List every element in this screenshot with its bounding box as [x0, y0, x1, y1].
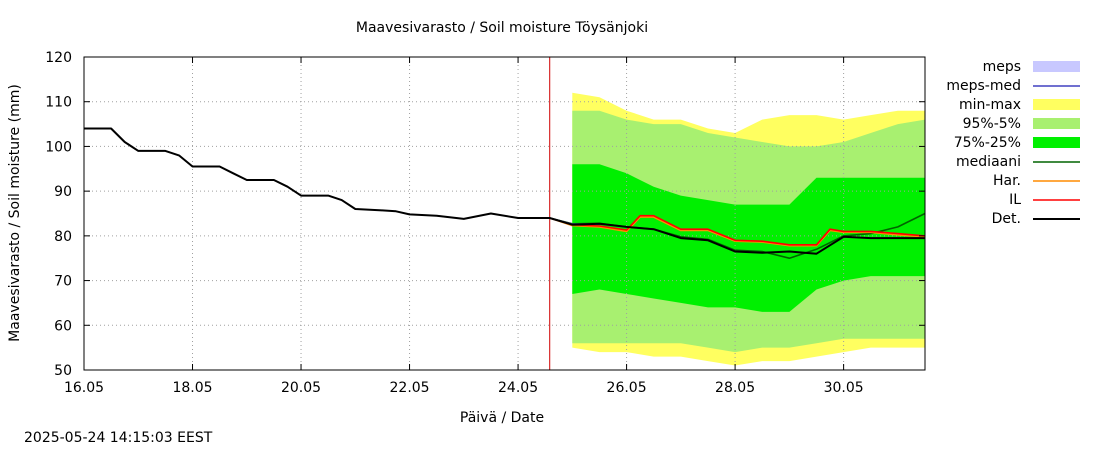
series-line-il — [549, 214, 926, 246]
legend-label: mediaani — [956, 154, 1021, 170]
x-tick-label: 16.05 — [64, 380, 104, 396]
x-tick-label: 24.05 — [498, 380, 538, 396]
y-tick-label: 100 — [45, 139, 72, 155]
x-axis-label: Päivä / Date — [460, 410, 544, 426]
legend: meps meps-med min-max 95%-5% 75%-25% mediaani… — [946, 59, 1080, 227]
y-axis-label: Maavesivarasto / Soil moisture (mm) — [7, 84, 23, 342]
x-tick-label: 28.05 — [715, 380, 755, 396]
series-lines — [84, 57, 926, 370]
legend-label: IL — [1009, 192, 1021, 208]
series-line-har — [549, 216, 926, 247]
y-tick-label: 70 — [54, 274, 72, 290]
legend-label: Har. — [993, 173, 1021, 189]
legend-swatch — [1033, 137, 1080, 148]
plot-frame — [83, 56, 926, 371]
legend-label: meps-med — [946, 78, 1021, 94]
chart-title: Maavesivarasto / Soil moisture Töysänjok… — [356, 20, 648, 36]
y-tick-label: 110 — [45, 95, 72, 111]
series-line-det — [84, 127, 925, 255]
y-tick-label: 120 — [45, 50, 72, 66]
y-tick-label: 60 — [54, 318, 72, 334]
legend-swatch — [1033, 118, 1080, 129]
y-tick-label: 80 — [54, 229, 72, 245]
uncertainty-bands — [572, 92, 925, 366]
band-75-25 — [572, 164, 925, 312]
x-tick-label: 22.05 — [390, 380, 430, 396]
legend-label: Det. — [992, 211, 1021, 227]
legend-swatch — [1033, 61, 1080, 72]
x-tick-label: 18.05 — [172, 380, 212, 396]
x-tick-label: 30.05 — [824, 380, 864, 396]
x-tick-label: 20.05 — [281, 380, 321, 396]
y-tick-label: 50 — [54, 363, 72, 379]
x-tick-label: 26.05 — [607, 380, 647, 396]
timestamp: 2025-05-24 14:15:03 EEST — [24, 430, 213, 446]
legend-swatch — [1033, 99, 1080, 110]
legend-label: 75%-25% — [954, 135, 1021, 151]
y-tick-label: 90 — [54, 184, 72, 200]
legend-label: meps — [983, 59, 1021, 75]
legend-label: min-max — [959, 97, 1021, 113]
legend-label: 95%-5% — [963, 116, 1021, 132]
axis-ticks: 50 60 70 80 90 100 110 120 16.05 18.05 20.05 22.05 2… — [45, 50, 925, 396]
